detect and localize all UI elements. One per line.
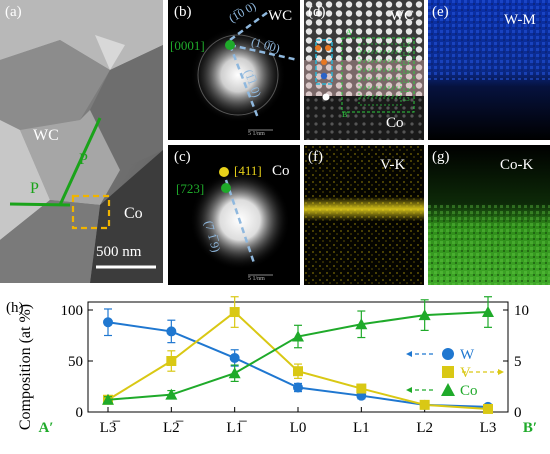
point-w — [229, 352, 240, 363]
phase-label-d-wc: WC — [390, 8, 415, 24]
panel-c-diffraction-co: (c) Co [411] [723] (7 1̅ 9) 5 1/nm — [168, 145, 300, 285]
phase-label-wc: WC — [33, 127, 59, 144]
interface-mark-p-1: P — [79, 151, 88, 168]
layer-label-4: L1 — [403, 79, 410, 85]
legend-label-co: Co — [460, 383, 478, 399]
x-tick-label: L1̅ — [226, 420, 247, 436]
legend-label-v: V — [460, 365, 471, 381]
y-right-tick-label: 10 — [514, 303, 529, 319]
layer-label-1: L2̅ — [403, 52, 410, 58]
y-left-tick-label: 50 — [68, 354, 83, 370]
x-tick-label: L0 — [290, 420, 307, 436]
layer-label-3: L0 — [403, 70, 410, 76]
legend-label-w: W — [460, 347, 475, 363]
point-v — [229, 307, 240, 318]
y-axis-label: Composition (at %) — [17, 304, 34, 430]
point-co — [102, 393, 114, 405]
point-co — [418, 309, 431, 321]
endpoint-b: B' — [342, 110, 349, 119]
panel-a-tem-micrograph: (a) WC P P Co 500 nm — [0, 0, 163, 283]
point-w — [103, 317, 113, 328]
tem-image-a — [0, 0, 163, 283]
y-left-tick-label: 100 — [61, 303, 84, 319]
phase-label-d-co: Co — [386, 115, 404, 131]
eds-map-v — [304, 145, 424, 285]
map-label-w: W-M — [504, 12, 536, 28]
panel-label-d: (d) — [308, 4, 326, 20]
legend-arrowhead-co — [406, 387, 412, 393]
panel-label-b: (b) — [174, 4, 192, 20]
diffraction-pattern-c — [168, 145, 300, 285]
point-w — [293, 382, 303, 393]
layer-lines — [358, 43, 402, 106]
panel-label-e: (e) — [432, 4, 449, 20]
panel-d-atomic-image: (d) WC Co A' B' L3̅ L2̅ L1̅ L0 L1 L2 L3 — [304, 0, 424, 140]
legend-marker-co — [441, 383, 455, 396]
point-w — [166, 326, 177, 337]
point-co — [482, 306, 494, 318]
x-endpoint-left: A′ — [38, 420, 53, 436]
composition-chart: 0 50 100 0 5 10 L3̅ L2̅ L1̅ L0 L1 L2 L3 A′ B′ Compositi… — [6, 296, 537, 436]
point-co — [292, 330, 304, 342]
y-right-tick-label: 0 — [514, 405, 522, 421]
panel-h-composition-chart: 0 50 100 0 5 10 L3̅ L2̅ L1̅ L0 L1 L2 L3 A′ B′ Compositi… — [0, 290, 550, 454]
scale-text-b: 5 1/nm — [248, 131, 265, 137]
map-label-v: V-K — [380, 157, 406, 173]
x-tick-label: L2 — [416, 420, 433, 436]
panel-f-v-map: (f) V-K — [304, 145, 424, 285]
scale-text-c: 5 1/nm — [248, 276, 265, 282]
layer-label-0: L3̅ — [403, 43, 410, 49]
panel-g-co-map: (g) Co-K — [428, 145, 550, 285]
legend-arrowhead-w — [406, 351, 412, 357]
zone-axis-b: [0001] — [170, 38, 205, 53]
point-co — [228, 367, 241, 379]
y-left-tick-label: 0 — [76, 405, 84, 421]
panel-label-a: (a) — [5, 4, 22, 20]
point-co — [355, 318, 368, 330]
legend-arrowhead-v — [498, 369, 504, 375]
panel-b-diffraction-wc: (b) WC [0001] (1̅0 0) (1 0̅0) (1̅1 0) 5 … — [168, 0, 300, 140]
phase-label-b: WC — [268, 8, 293, 24]
point-v — [419, 399, 430, 410]
point-v — [483, 403, 493, 414]
endpoint-a: A' — [346, 28, 354, 37]
x-tick-label: L2̅ — [163, 420, 184, 436]
panel-label-g: (g) — [432, 149, 450, 165]
panel-label-h: (h) — [6, 300, 24, 316]
atomic-image-d — [304, 0, 424, 140]
interface-mark-p-2: P — [30, 180, 39, 197]
legend-marker-w — [442, 348, 454, 360]
panel-label-c: (c) — [174, 149, 191, 165]
legend-marker-v — [442, 366, 454, 378]
zone-axis-c-723: [723] — [176, 181, 205, 196]
scale-bar-label: 500 nm — [96, 244, 142, 260]
x-endpoint-right: B′ — [523, 420, 537, 436]
layer-label-2: L1̅ — [403, 61, 410, 67]
layer-label-5: L2 — [403, 88, 410, 94]
point-v — [356, 383, 367, 394]
phase-label-c: Co — [272, 163, 290, 179]
phase-label-co: Co — [124, 205, 143, 222]
point-v — [293, 366, 303, 377]
point-v — [166, 356, 177, 366]
panel-label-f: (f) — [308, 149, 323, 165]
panel-e-w-map: (e) W-M — [428, 0, 550, 140]
y-right-tick-label: 5 — [514, 354, 522, 370]
diffraction-pattern-b — [168, 0, 300, 140]
map-label-co: Co-K — [500, 157, 534, 173]
zone-axis-c-411: [411] — [234, 163, 262, 178]
eds-map-co — [428, 145, 550, 285]
x-tick-label: L3 — [480, 420, 497, 436]
layer-label-6: L3 — [403, 97, 410, 103]
eds-map-w — [428, 0, 550, 140]
point-co — [165, 388, 178, 400]
x-tick-label: L1 — [353, 420, 370, 436]
x-tick-label: L3̅ — [100, 420, 121, 436]
